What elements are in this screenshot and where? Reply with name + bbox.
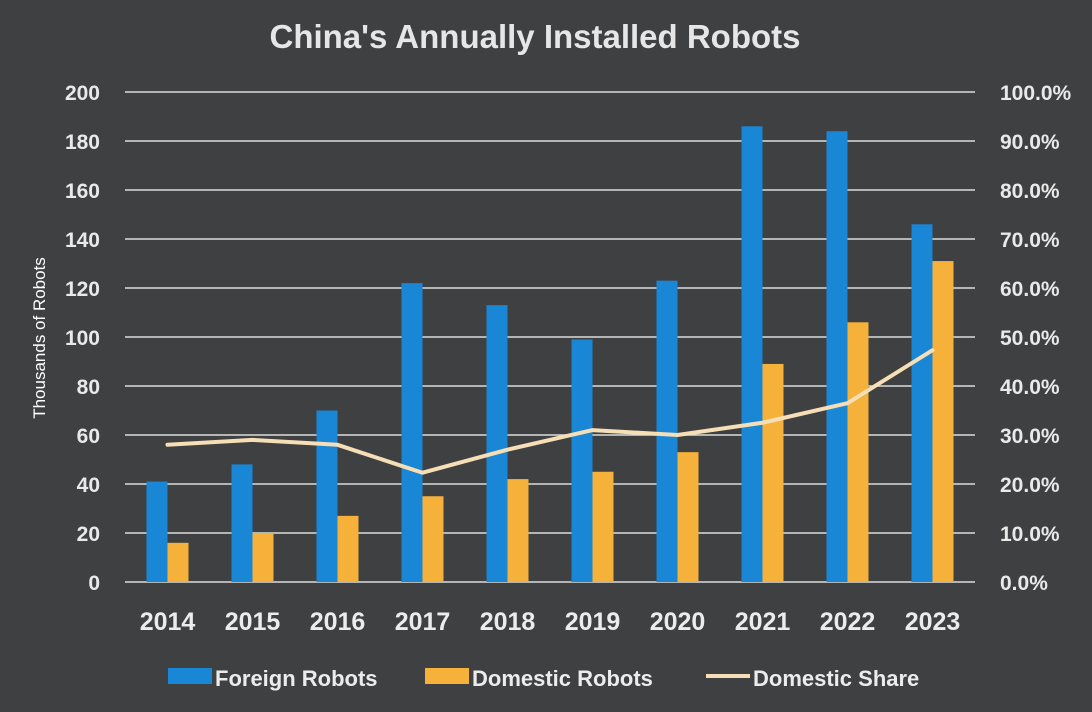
x-tick-label: 2015 <box>225 608 281 636</box>
legend-label: Foreign Robots <box>215 666 378 691</box>
left-tick-label: 80 <box>77 376 100 399</box>
foreign-bar-2015 <box>231 464 253 582</box>
domestic-bar-2023 <box>932 261 954 582</box>
domestic-share-polyline <box>165 348 935 475</box>
left-tick-label: 100 <box>65 327 100 350</box>
foreign-bar-2016 <box>316 410 338 582</box>
foreign-bar-2022 <box>826 131 848 582</box>
x-tick-label: 2016 <box>310 608 366 636</box>
right-axis-ticks: 0.0% 10.0% 20.0% 30.0% 40.0% 50.0% 60.0% 70.0% 8… <box>1000 82 1072 595</box>
domestic-share-line <box>165 348 935 475</box>
left-tick-label: 120 <box>65 278 100 301</box>
domestic-bar-2018 <box>507 479 529 582</box>
domestic-bar-2021 <box>762 363 784 582</box>
y-axis-label: Thousands of Robots <box>30 257 49 419</box>
domestic-bar-2020 <box>677 452 699 582</box>
x-tick-label: 2023 <box>905 608 961 636</box>
right-tick-label: 100.0% <box>1000 82 1072 105</box>
legend-label: Domestic Robots <box>472 666 653 691</box>
right-tick-label: 90.0% <box>1000 131 1060 154</box>
x-tick-label: 2019 <box>565 608 621 636</box>
left-tick-label: 140 <box>65 229 100 252</box>
right-tick-label: 0.0% <box>1000 572 1048 595</box>
x-tick-label: 2020 <box>650 608 706 636</box>
x-tick-label: 2018 <box>480 608 536 636</box>
right-tick-label: 20.0% <box>1000 474 1060 497</box>
legend-swatch <box>425 668 469 684</box>
left-tick-label: 40 <box>77 474 100 497</box>
foreign-bar-2019 <box>571 339 593 582</box>
legend: Foreign Robots Domestic Robots Domestic Sh… <box>168 666 919 691</box>
left-tick-label: 160 <box>65 180 100 203</box>
left-axis-ticks: 0 20 40 60 80 100 120 140 160 180 200 <box>65 82 100 595</box>
legend-label: Domestic Share <box>753 666 919 691</box>
foreign-bar-2023 <box>911 224 933 583</box>
right-tick-label: 60.0% <box>1000 278 1060 301</box>
foreign-bar-2020 <box>656 280 678 582</box>
domestic-bar-2014 <box>167 542 189 582</box>
right-tick-label: 50.0% <box>1000 327 1060 350</box>
foreign-bar-2018 <box>486 305 508 582</box>
right-tick-label: 70.0% <box>1000 229 1060 252</box>
right-tick-label: 10.0% <box>1000 523 1060 546</box>
right-tick-label: 80.0% <box>1000 180 1060 203</box>
bars <box>146 126 954 583</box>
x-tick-label: 2017 <box>395 608 451 636</box>
domestic-bar-2017 <box>422 496 444 582</box>
legend-item: Foreign Robots <box>168 666 378 691</box>
x-axis-ticks: 2014 2015 2016 2017 2018 2019 2020 2021 2022 2023 <box>140 608 961 636</box>
domestic-bar-2015 <box>252 533 274 582</box>
left-tick-label: 0 <box>88 572 100 595</box>
right-tick-label: 30.0% <box>1000 425 1060 448</box>
x-tick-label: 2022 <box>820 608 876 636</box>
domestic-bar-2019 <box>592 471 614 582</box>
foreign-bar-2021 <box>741 126 763 583</box>
foreign-bar-2014 <box>146 481 168 582</box>
legend-item: Domestic Robots <box>425 666 653 691</box>
left-tick-label: 20 <box>77 523 100 546</box>
left-tick-label: 200 <box>65 82 100 105</box>
left-tick-label: 180 <box>65 131 100 154</box>
foreign-bar-2017 <box>401 283 423 582</box>
right-tick-label: 40.0% <box>1000 376 1060 399</box>
x-tick-label: 2014 <box>140 608 196 636</box>
x-tick-label: 2021 <box>735 608 791 636</box>
chart-title: China's Annually Installed Robots <box>269 18 800 55</box>
domestic-bar-2016 <box>337 515 359 582</box>
domestic-bar-2022 <box>847 322 869 582</box>
left-tick-label: 60 <box>77 425 100 448</box>
legend-swatch <box>168 668 212 684</box>
legend-item: Domestic Share <box>706 666 919 691</box>
